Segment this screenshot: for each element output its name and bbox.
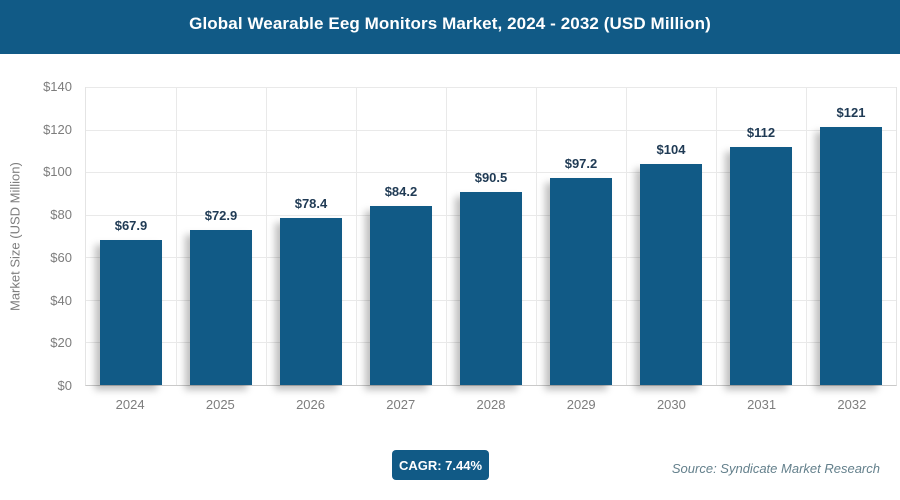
x-tick-label: 2027 [386, 397, 416, 412]
bar-value-label: $78.4 [294, 196, 328, 212]
bar-value-label: $97.2 [564, 156, 598, 172]
cagr-label: CAGR: 7.44% [398, 457, 483, 473]
x-tick-label: 2032 [837, 397, 867, 412]
x-tick-label: 2024 [115, 397, 145, 412]
bar-value-label: $84.2 [384, 183, 418, 199]
bar-value-label: $121 [836, 105, 866, 121]
v-gridline [716, 87, 717, 385]
v-gridline [806, 87, 807, 385]
h-gridline [86, 172, 896, 174]
source-credit: Source: Syndicate Market Research [671, 461, 880, 476]
bar-2029 [550, 178, 613, 385]
bar-2027 [370, 205, 433, 385]
y-tick-label: $100 [43, 164, 72, 180]
v-gridline [446, 87, 447, 385]
x-tick-label: 2026 [296, 397, 325, 412]
bar-2028 [460, 192, 523, 385]
bar-value-label: $90.5 [474, 170, 508, 186]
bar-2031 [730, 146, 793, 385]
x-tick-label: 2031 [747, 397, 777, 412]
v-gridline [536, 87, 537, 385]
v-gridline [625, 87, 627, 385]
bar-value-label: $104 [656, 141, 686, 157]
y-tick-label: $40 [50, 292, 72, 308]
y-tick-label: $20 [50, 335, 72, 351]
x-tick-label: 2030 [656, 397, 686, 412]
y-tick-label: $60 [50, 249, 72, 265]
bar-value-label: $72.9 [204, 207, 238, 223]
title-bar: Global Wearable Eeg Monitors Market, 202… [0, 0, 900, 54]
v-gridline [355, 87, 357, 385]
x-tick-label: 2028 [476, 397, 506, 412]
h-gridline [86, 129, 896, 131]
v-gridline [266, 87, 267, 385]
bar-2024 [100, 240, 163, 385]
plot-area: $67.9 $72.9 $78.4 $84.2 $90.5 $97.2 $104 $112 $1… [85, 87, 897, 386]
x-tick-label: 2025 [205, 397, 235, 412]
bar-value-label: $112 [746, 124, 776, 140]
cagr-badge: CAGR: 7.44% [392, 450, 489, 480]
v-gridline [176, 87, 177, 385]
y-tick-label: $120 [43, 121, 72, 137]
x-tick-label: 2029 [566, 397, 596, 412]
y-tick-label: $0 [57, 378, 72, 393]
x-axis-labels: 2024 2025 2026 2027 2028 2029 2030 2031 2032 [85, 397, 897, 412]
bar-2025 [190, 229, 253, 385]
chart-title: Global Wearable Eeg Monitors Market, 202… [189, 14, 711, 33]
bar-value-label: $67.9 [114, 218, 148, 234]
bar-2030 [640, 163, 703, 385]
bar-2026 [280, 218, 343, 385]
bar-2032 [820, 127, 883, 385]
y-tick-label: $80 [50, 207, 72, 223]
h-gridline [86, 87, 896, 88]
y-tick-label: $140 [43, 79, 72, 94]
y-axis-ticks: $0 $20 $40 $60 $80 $100 $120 $140 [0, 79, 78, 393]
